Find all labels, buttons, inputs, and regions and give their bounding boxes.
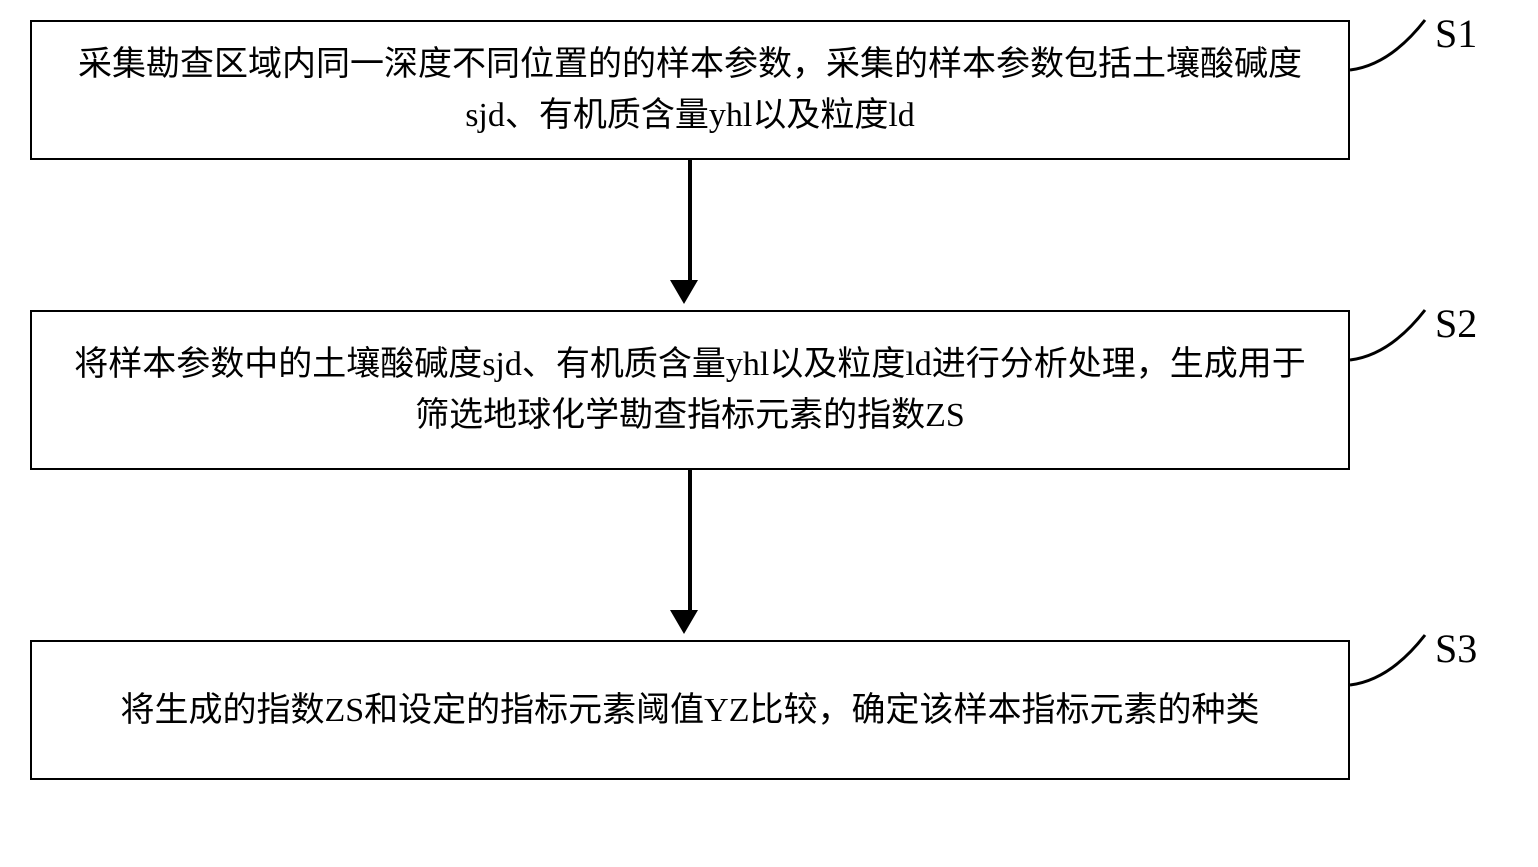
step-label-s3: S3	[1435, 625, 1477, 672]
label-connector-s3	[1350, 630, 1440, 700]
step-label-s1: S1	[1435, 10, 1477, 57]
label-connector-s1	[1350, 15, 1440, 85]
arrow-line	[688, 470, 692, 610]
arrow-head	[670, 610, 698, 634]
label-connector-s2	[1350, 305, 1440, 375]
step-label-s2: S2	[1435, 300, 1477, 347]
step-text-s2: 将样本参数中的土壤酸碱度sjd、有机质含量yhl以及粒度ld进行分析处理，生成用…	[62, 339, 1318, 441]
arrow-head	[670, 280, 698, 304]
step-box-s1: 采集勘查区域内同一深度不同位置的的样本参数，采集的样本参数包括土壤酸碱度sjd、…	[30, 20, 1350, 160]
flowchart-container: 采集勘查区域内同一深度不同位置的的样本参数，采集的样本参数包括土壤酸碱度sjd、…	[0, 0, 1538, 867]
step-text-s1: 采集勘查区域内同一深度不同位置的的样本参数，采集的样本参数包括土壤酸碱度sjd、…	[62, 39, 1318, 141]
step-box-s3: 将生成的指数ZS和设定的指标元素阈值YZ比较，确定该样本指标元素的种类	[30, 640, 1350, 780]
arrow-s1-s2	[682, 160, 698, 304]
arrow-s2-s3	[682, 470, 698, 634]
step-box-s2: 将样本参数中的土壤酸碱度sjd、有机质含量yhl以及粒度ld进行分析处理，生成用…	[30, 310, 1350, 470]
arrow-line	[688, 160, 692, 280]
step-text-s3: 将生成的指数ZS和设定的指标元素阈值YZ比较，确定该样本指标元素的种类	[121, 685, 1260, 736]
